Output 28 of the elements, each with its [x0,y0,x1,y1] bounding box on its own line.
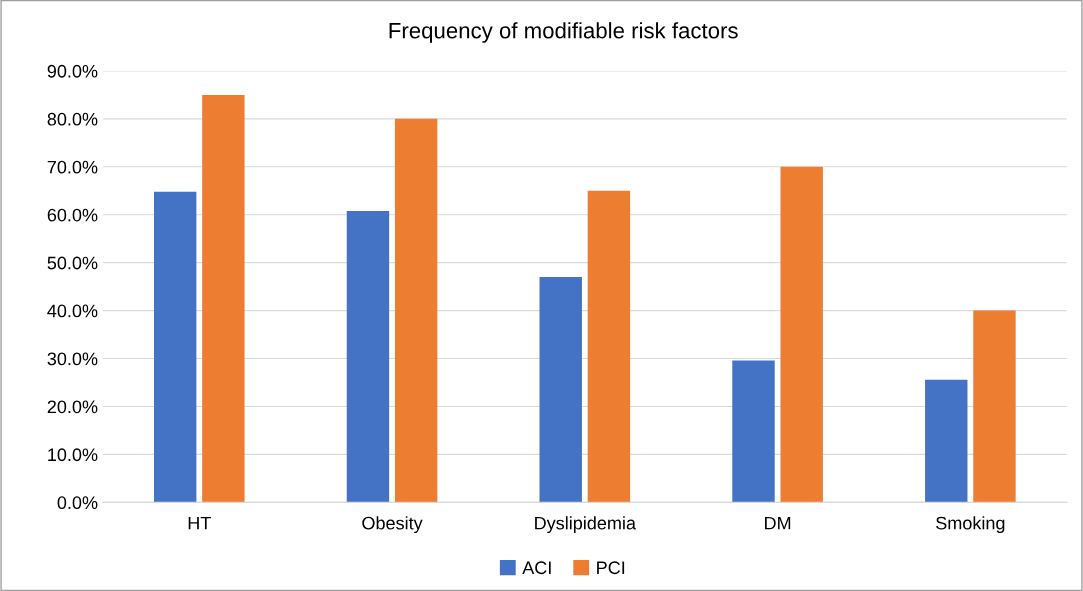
y-tick-label: 0.0% [57,496,98,510]
y-tick-label: 80.0% [47,112,98,126]
bar [973,310,1016,503]
y-tick-label: 50.0% [47,256,98,270]
bar [346,210,390,503]
legend-label: ACI [522,561,551,575]
y-tick-label: 90.0% [47,64,98,78]
y-tick-label: 30.0% [47,352,98,366]
bar [780,166,823,503]
y-tick-label: 70.0% [47,160,98,174]
x-tick-label: Obesity [362,516,423,534]
bar [732,360,775,503]
legend-label: PCI [597,561,625,575]
bar [202,94,245,503]
y-tick-label: 20.0% [47,400,98,414]
chart-title: Frequency of modifiable risk factors [389,22,738,43]
bar [153,191,197,503]
y-tick-label: 10.0% [48,448,98,462]
y-tick-label: 40.0% [47,304,98,318]
bar [394,118,438,503]
bar [539,277,582,503]
y-tick-label: 60.0% [47,208,98,222]
x-tick-label: HT [188,516,211,530]
x-tick-label: Smoking [936,516,1005,534]
x-tick-label: Dyslipidemia [535,516,636,534]
bar [587,190,631,503]
bar [925,379,968,503]
x-tick-label: DM [765,516,791,530]
